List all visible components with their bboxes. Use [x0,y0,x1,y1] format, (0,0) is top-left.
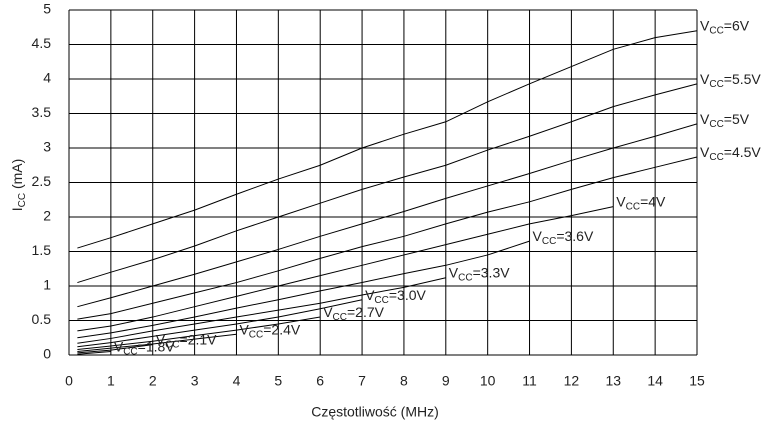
x-tick-label: 1 [107,373,115,389]
series-label: VCC=4V [616,193,666,212]
x-tick-label: 9 [442,373,450,389]
y-tick-label: 1 [43,277,51,293]
x-tick-label: 14 [647,373,663,389]
series-label: VCC=1.8V [114,338,175,357]
y-tick-label: 2.5 [32,173,52,189]
y-tick-label: 3.5 [32,104,52,120]
series-label: VCC=6V [700,17,750,36]
series-line [77,30,698,249]
x-axis-label: Częstotliwość (MHz) [311,404,439,420]
x-tick-label: 12 [564,373,580,389]
x-tick-label: 8 [400,373,408,389]
x-tick-label: 5 [274,373,282,389]
x-tick-label: 3 [191,373,199,389]
series-label: VCC=3.6V [533,228,594,247]
series-line [77,333,237,353]
series-label: VCC=5.5V [700,71,761,90]
y-tick-label: 4 [43,70,51,86]
series-label: VCC=3.3V [449,264,510,283]
series-line [77,123,698,308]
x-tick-label: 15 [689,373,705,389]
series-line [77,277,446,344]
x-tick-label: 2 [149,373,157,389]
y-axis-label: ICC (mA) [9,159,28,212]
x-tick-label: 10 [480,373,496,389]
y-tick-label: 3 [43,139,51,155]
series-label: VCC=2.1V [156,331,217,350]
series-line [77,351,111,355]
y-tick-label: 1.5 [32,242,52,258]
x-tick-label: 6 [316,373,324,389]
series-label: VCC=2.7V [323,304,384,323]
x-tick-label: 7 [358,373,366,389]
series-line [77,240,530,339]
series-line [77,156,698,320]
series-label: VCC=3.0V [365,287,426,306]
series-label: VCC=4.5V [700,144,761,163]
series-label: VCC=2.4V [239,321,300,340]
series-label: VCC=5V [700,111,750,130]
x-tick-label: 11 [522,373,537,389]
y-tick-label: 0.5 [32,311,52,327]
series-line [77,206,614,332]
y-tick-label: 0 [43,346,51,362]
x-tick-label: 4 [233,373,241,389]
series-line [77,83,698,284]
series-line [77,299,363,348]
x-tick-label: 13 [605,373,621,389]
x-tick-label: 0 [65,373,73,389]
y-tick-label: 5 [43,1,51,17]
y-tick-label: 4.5 [32,35,52,51]
series-line [77,344,153,354]
y-tick-label: 2 [43,208,51,224]
series-line [77,316,321,350]
